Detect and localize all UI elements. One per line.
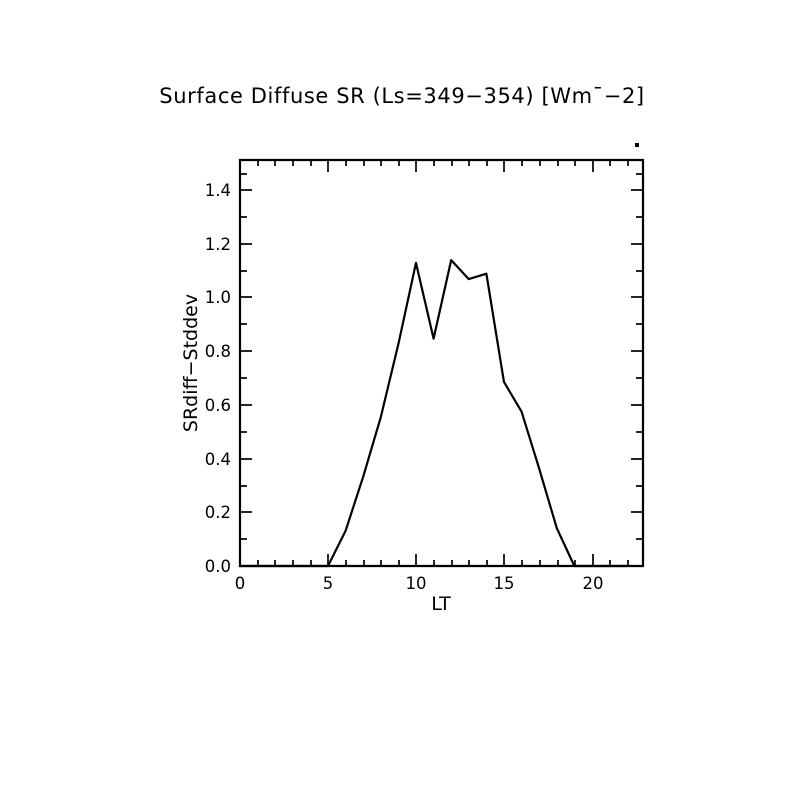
x-axis-title: LT (431, 593, 451, 615)
stray-pixel-mark (635, 143, 639, 147)
y-tick-label: 0.0 (205, 557, 231, 576)
data-series-line (238, 259, 629, 568)
x-tick-label: 20 (583, 574, 604, 593)
chart-title: Surface Diffuse SR (Ls=349−354) [Wm¯−2] (159, 84, 645, 108)
y-axis-right-ticks (631, 173, 643, 567)
y-axis-tick-labels: 0.0 0.2 0.4 0.6 0.8 1.0 1.2 1.4 (205, 181, 231, 576)
x-tick-label: 10 (406, 574, 427, 593)
plot-frame (238, 158, 645, 568)
x-axis-tick-labels: 0 5 10 15 20 (235, 574, 604, 593)
x-tick-label: 15 (494, 574, 515, 593)
x-tick-label: 0 (235, 574, 246, 593)
y-tick-label: 1.0 (205, 288, 231, 307)
y-tick-label: 1.2 (205, 235, 231, 254)
y-tick-label: 0.6 (205, 396, 231, 415)
y-tick-label: 1.4 (205, 181, 231, 200)
x-tick-label: 5 (323, 574, 334, 593)
y-tick-label: 0.8 (205, 342, 231, 361)
y-axis-title: SRdiff−Stddev (180, 294, 202, 432)
y-tick-label: 0.2 (205, 503, 231, 522)
y-axis-minor-ticks (240, 173, 247, 540)
x-axis-top-ticks (239, 160, 629, 172)
x-axis-minor-ticks (257, 560, 629, 566)
y-tick-label: 0.4 (205, 450, 231, 469)
